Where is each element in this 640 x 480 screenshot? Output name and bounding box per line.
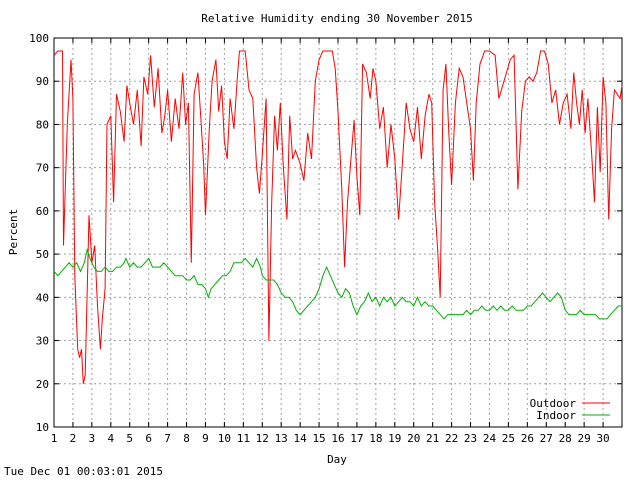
x-tick-label: 25 bbox=[502, 432, 515, 445]
x-tick-label: 11 bbox=[237, 432, 250, 445]
y-tick-label: 90 bbox=[36, 75, 49, 88]
x-tick-label: 29 bbox=[578, 432, 591, 445]
x-axis-label: Day bbox=[327, 453, 347, 466]
x-tick-label: 1 bbox=[51, 432, 58, 445]
x-tick-label: 18 bbox=[369, 432, 382, 445]
x-tick-label: 12 bbox=[256, 432, 269, 445]
x-tick-label: 7 bbox=[164, 432, 171, 445]
x-tick-label: 15 bbox=[312, 432, 325, 445]
x-tick-label: 14 bbox=[294, 432, 308, 445]
x-tick-label: 30 bbox=[596, 432, 609, 445]
x-tick-label: 28 bbox=[559, 432, 572, 445]
x-tick-label: 6 bbox=[145, 432, 152, 445]
timestamp-footer: Tue Dec 01 00:03:01 2015 bbox=[4, 465, 163, 478]
legend-label-outdoor: Outdoor bbox=[530, 397, 577, 410]
x-tick-label: 27 bbox=[540, 432, 553, 445]
x-tick-label: 3 bbox=[89, 432, 96, 445]
y-tick-label: 50 bbox=[36, 248, 49, 261]
x-tick-label: 16 bbox=[331, 432, 344, 445]
x-tick-label: 17 bbox=[350, 432, 363, 445]
y-tick-label: 60 bbox=[36, 205, 49, 218]
x-tick-label: 5 bbox=[126, 432, 133, 445]
x-tick-label: 21 bbox=[426, 432, 439, 445]
y-axis-label: Percent bbox=[7, 209, 20, 255]
y-tick-label: 100 bbox=[29, 32, 49, 45]
x-tick-label: 2 bbox=[70, 432, 77, 445]
x-tick-label: 19 bbox=[388, 432, 401, 445]
series-line-outdoor bbox=[53, 50, 623, 384]
x-tick-label: 8 bbox=[183, 432, 190, 445]
y-tick-label: 80 bbox=[36, 118, 49, 131]
y-tick-label: 30 bbox=[36, 335, 49, 348]
y-tick-label: 40 bbox=[36, 291, 49, 304]
legend-label-indoor: Indoor bbox=[536, 409, 576, 422]
series-group bbox=[53, 50, 623, 384]
x-tick-label: 23 bbox=[464, 432, 477, 445]
x-tick-label: 9 bbox=[202, 432, 209, 445]
x-tick-label: 13 bbox=[275, 432, 288, 445]
grid bbox=[54, 38, 622, 427]
x-tick-label: 24 bbox=[483, 432, 497, 445]
x-tick-label: 10 bbox=[218, 432, 231, 445]
y-tick-label: 70 bbox=[36, 162, 49, 175]
x-tick-label: 26 bbox=[521, 432, 534, 445]
chart-title: Relative Humidity ending 30 November 201… bbox=[201, 12, 473, 25]
y-tick-label: 20 bbox=[36, 378, 49, 391]
series-line-indoor bbox=[53, 247, 622, 320]
x-tick-label: 20 bbox=[407, 432, 420, 445]
x-tick-label: 22 bbox=[445, 432, 458, 445]
x-tick-label: 4 bbox=[107, 432, 114, 445]
y-tick-label: 10 bbox=[36, 421, 49, 434]
